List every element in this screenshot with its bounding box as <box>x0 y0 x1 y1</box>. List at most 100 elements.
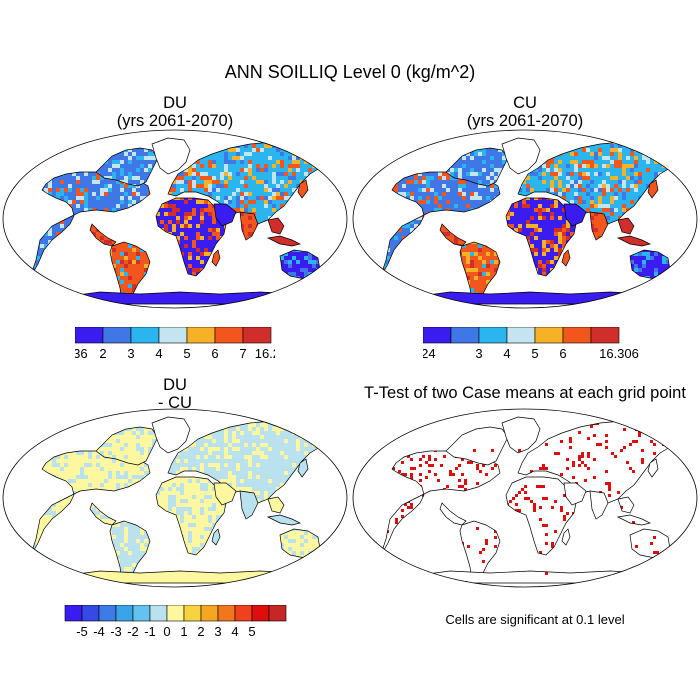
significant-cell <box>497 479 500 482</box>
significant-cell <box>377 422 380 425</box>
significant-cell <box>656 509 659 512</box>
significant-cell <box>695 461 698 464</box>
significant-cell <box>401 524 404 527</box>
colorbar-cu-box-2 <box>479 327 507 343</box>
significant-cell <box>350 485 353 488</box>
significant-cell <box>404 563 407 566</box>
significant-cell <box>518 557 521 560</box>
significant-cell <box>545 587 548 589</box>
significant-cell <box>560 587 563 589</box>
significant-cell <box>671 473 674 476</box>
significant-cell <box>476 518 479 521</box>
significant-cell <box>623 512 626 515</box>
significant-cell <box>377 410 380 413</box>
significant-cell <box>677 470 680 473</box>
significant-cell <box>674 485 677 488</box>
significant-cell <box>485 419 488 422</box>
significant-cell <box>395 578 398 581</box>
significant-cell <box>599 545 602 548</box>
significant-cell <box>656 569 659 572</box>
significant-cell <box>356 560 359 563</box>
significant-cell <box>596 542 599 545</box>
significant-cell <box>461 566 464 569</box>
significant-cell <box>692 488 695 491</box>
significant-cell <box>461 563 464 566</box>
significant-cell <box>500 569 503 572</box>
significant-cell <box>377 575 380 578</box>
significant-cell <box>587 500 590 503</box>
significant-cell <box>677 530 680 533</box>
significant-cell <box>686 509 689 512</box>
significant-cell <box>443 410 446 413</box>
significant-cell <box>563 545 566 548</box>
significant-cell <box>377 533 380 536</box>
significant-cell <box>389 572 392 575</box>
significant-cell <box>407 545 410 548</box>
significant-cell <box>611 578 614 581</box>
significant-cell <box>647 476 650 479</box>
significant-cell <box>494 419 497 422</box>
significant-cell <box>371 533 374 536</box>
significant-cell <box>374 518 377 521</box>
significant-cell <box>476 509 479 512</box>
significant-cell <box>581 452 584 455</box>
significant-cell <box>398 452 401 455</box>
significant-cell <box>413 425 416 428</box>
significant-cell <box>662 461 665 464</box>
significant-cell <box>371 419 374 422</box>
significant-cell <box>674 533 677 536</box>
significant-cell <box>584 542 587 545</box>
significant-cell <box>689 581 692 584</box>
significant-cell <box>458 497 461 500</box>
significant-cell <box>656 578 659 581</box>
significant-cell <box>455 512 458 515</box>
significant-cell <box>467 422 470 425</box>
significant-cell <box>497 494 500 497</box>
significant-cell <box>659 473 662 476</box>
significant-cell <box>590 527 593 530</box>
significant-cell <box>368 524 371 527</box>
significant-cell <box>374 476 377 479</box>
significant-cell <box>356 428 359 431</box>
significant-cell <box>431 434 434 437</box>
significant-cell <box>605 578 608 581</box>
significant-cell <box>587 437 590 440</box>
significant-cell <box>686 422 689 425</box>
significant-cell <box>395 488 398 491</box>
significant-cell <box>401 563 404 566</box>
significant-cell <box>632 491 635 494</box>
significant-cell <box>689 431 692 434</box>
significant-cell <box>671 515 674 518</box>
significant-cell <box>428 518 431 521</box>
significant-cell <box>434 428 437 431</box>
significant-cell <box>419 473 422 476</box>
significant-cell <box>638 434 641 437</box>
significant-cell <box>608 518 611 521</box>
significant-cell <box>518 551 521 554</box>
significant-cell <box>362 539 365 542</box>
significant-cell <box>644 425 647 428</box>
significant-cell <box>434 473 437 476</box>
significant-cell <box>446 566 449 569</box>
significant-cell <box>515 545 518 548</box>
significant-cell <box>668 557 671 560</box>
significant-cell <box>536 566 539 569</box>
significant-cell <box>419 548 422 551</box>
significant-cell <box>608 485 611 488</box>
significant-cell <box>350 503 353 506</box>
significant-cell <box>632 416 635 419</box>
significant-cell <box>518 515 521 518</box>
significant-cell <box>380 491 383 494</box>
significant-cell <box>575 539 578 542</box>
significant-cell <box>695 428 698 431</box>
significant-cell <box>677 503 680 506</box>
significant-cell <box>581 584 584 587</box>
significant-cell <box>422 545 425 548</box>
significant-cell <box>548 410 551 413</box>
significant-cell <box>506 560 509 563</box>
significant-cell <box>680 581 683 584</box>
significant-cell <box>452 581 455 584</box>
significant-cell <box>689 440 692 443</box>
significant-cell <box>563 569 566 572</box>
significant-cell <box>506 485 509 488</box>
